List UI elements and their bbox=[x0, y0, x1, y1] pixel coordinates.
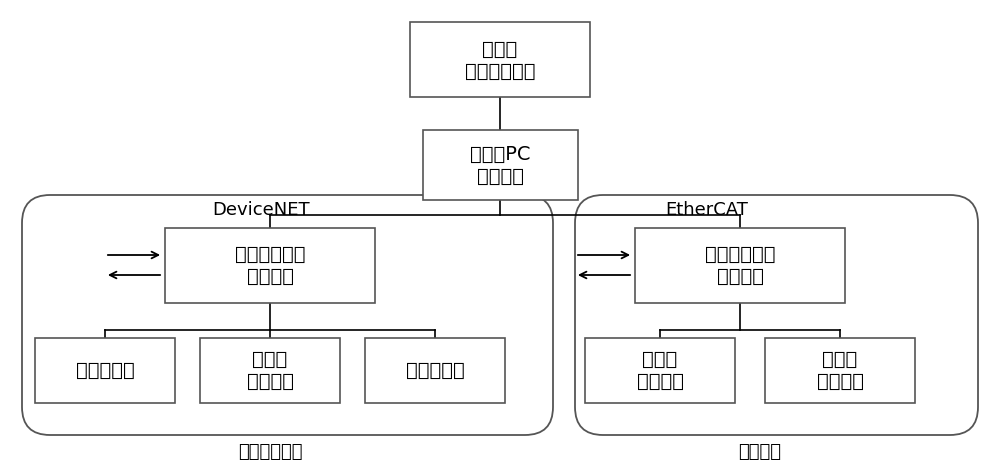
Bar bbox=[765, 337, 915, 402]
Text: 变位机
伺服模块: 变位机 伺服模块 bbox=[816, 349, 864, 390]
Bar bbox=[165, 227, 375, 302]
Text: 送丝控制器: 送丝控制器 bbox=[76, 361, 134, 379]
Text: EtherCAT: EtherCAT bbox=[665, 201, 748, 219]
Text: 等离子
焊接电源: 等离子 焊接电源 bbox=[246, 349, 294, 390]
Bar bbox=[410, 23, 590, 97]
Text: 弧长控制器: 弧长控制器 bbox=[406, 361, 464, 379]
Text: 操作机
伺服模块: 操作机 伺服模块 bbox=[637, 349, 684, 390]
FancyBboxPatch shape bbox=[22, 195, 553, 435]
Text: 运动程序: 运动程序 bbox=[738, 443, 782, 461]
FancyBboxPatch shape bbox=[575, 195, 978, 435]
Bar bbox=[585, 337, 735, 402]
Bar bbox=[422, 130, 578, 200]
Text: 焊接工艺参数
从站模块: 焊接工艺参数 从站模块 bbox=[235, 244, 305, 285]
Bar bbox=[35, 337, 175, 402]
Bar bbox=[365, 337, 505, 402]
Bar bbox=[200, 337, 340, 402]
Text: 嵌入式PC
主站模块: 嵌入式PC 主站模块 bbox=[470, 144, 530, 185]
Text: 焊接工艺程序: 焊接工艺程序 bbox=[238, 443, 302, 461]
Bar bbox=[635, 227, 845, 302]
Text: 液晶屏
人机交互界面: 液晶屏 人机交互界面 bbox=[465, 40, 535, 81]
Text: DeviceNET: DeviceNET bbox=[212, 201, 310, 219]
Text: 焊接运动控制
从站模块: 焊接运动控制 从站模块 bbox=[705, 244, 775, 285]
